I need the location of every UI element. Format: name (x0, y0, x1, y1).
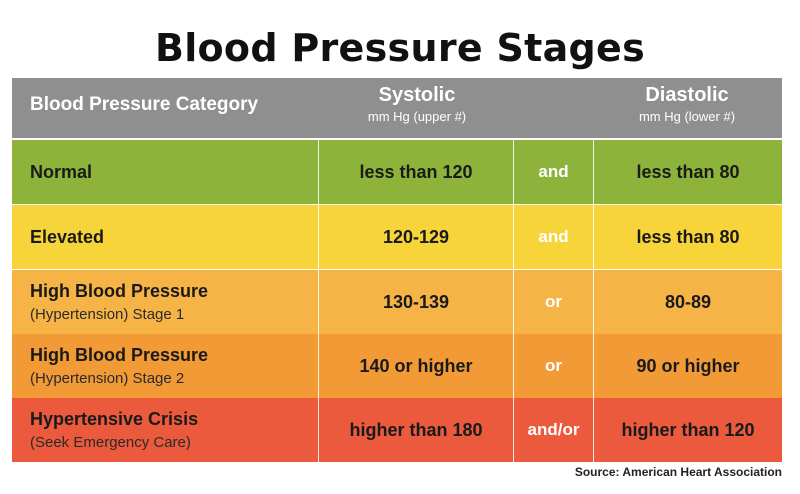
diastolic-cell: higher than 120 (621, 419, 755, 440)
diastolic-cell: less than 80 (636, 161, 740, 182)
header-diastolic-unit: mm Hg (lower #) (638, 109, 736, 124)
table-row-normal: Normal less than 120 and less than 80 (12, 140, 782, 204)
column-divider (593, 140, 594, 462)
header-systolic-label: Systolic (378, 84, 456, 106)
conjunction-cell: and/or (527, 420, 580, 439)
category-subtitle: (Hypertension) Stage 1 (30, 306, 185, 323)
category-cell: Hypertensive Crisis (Seek Emergency Care… (12, 398, 318, 462)
category-cell: Normal (12, 140, 318, 204)
table-row-elevated: Elevated 120-129 and less than 80 (12, 205, 782, 269)
systolic-cell: less than 120 (359, 161, 473, 182)
category-cell: High Blood Pressure (Hypertension) Stage… (12, 334, 318, 398)
column-divider (318, 140, 319, 462)
conjunction-cell: or (545, 292, 562, 311)
table-header: Blood Pressure Category Systolic mm Hg (… (12, 78, 782, 138)
header-systolic-unit: mm Hg (upper #) (367, 109, 467, 124)
category-name: High Blood Pressure (30, 281, 209, 301)
page-title: Blood Pressure Stages (154, 26, 646, 70)
category-subtitle: (Seek Emergency Care) (30, 434, 191, 451)
column-divider (513, 140, 514, 462)
header-diastolic-label: Diastolic (645, 84, 729, 106)
header-systolic: Systolic mm Hg (upper #) (317, 84, 517, 124)
conjunction-cell: and (538, 162, 569, 181)
category-name: Elevated (30, 226, 105, 247)
table-row-stage-2: High Blood Pressure (Hypertension) Stage… (12, 334, 782, 398)
source-note: Source: American Heart Association (574, 465, 782, 479)
systolic-cell: higher than 180 (349, 419, 483, 440)
category-cell: Elevated (12, 205, 318, 269)
category-subtitle: (Hypertension) Stage 2 (30, 370, 185, 387)
diastolic-cell: 80-89 (664, 291, 712, 312)
diastolic-cell: less than 80 (636, 226, 740, 247)
category-cell: High Blood Pressure (Hypertension) Stage… (12, 270, 318, 334)
category-name: Hypertensive Crisis (30, 409, 199, 429)
table-row-stage-1: High Blood Pressure (Hypertension) Stage… (12, 270, 782, 334)
category-name: Normal (30, 161, 93, 182)
systolic-cell: 140 or higher (359, 355, 473, 376)
conjunction-cell: and (538, 227, 569, 246)
category-name: High Blood Pressure (30, 345, 209, 365)
systolic-cell: 130-139 (382, 291, 450, 312)
table-row-crisis: Hypertensive Crisis (Seek Emergency Care… (12, 398, 782, 462)
systolic-cell: 120-129 (382, 226, 450, 247)
blood-pressure-table: Blood Pressure Category Systolic mm Hg (… (12, 78, 782, 462)
header-category: Blood Pressure Category (30, 94, 259, 115)
header-diastolic: Diastolic mm Hg (lower #) (592, 84, 782, 124)
diastolic-cell: 90 or higher (636, 355, 740, 376)
conjunction-cell: or (545, 356, 562, 375)
